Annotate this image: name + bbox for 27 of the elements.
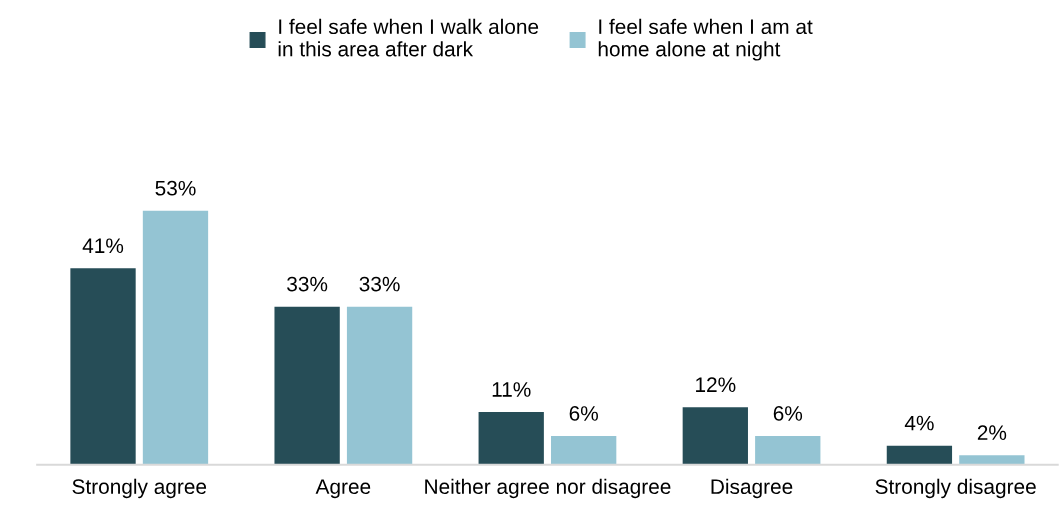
bar [959,455,1025,465]
data-label: 41% [82,238,124,254]
x-tick-label: Strongly disagree [875,478,1036,499]
data-label: 2% [977,425,1007,440]
data-label: 11% [492,382,531,397]
data-label: 33% [287,276,328,292]
x-tick-label: Neither agree nor disagree [425,478,671,499]
bar [551,436,617,465]
data-label: 6% [773,406,803,421]
data-label: 6% [569,406,598,421]
bar [142,210,209,465]
x-tick-label: Strongly agree [72,478,207,499]
bar [755,436,821,465]
data-label: 33% [359,276,400,292]
bar [274,306,340,465]
x-tick-label: Agree [315,479,371,499]
legend-label: I feel safe when I walk alone in this area after dark [278,18,539,57]
data-label: 4% [904,415,934,431]
bar [886,445,953,465]
bar [682,407,748,465]
bar [346,306,413,465]
bar [70,268,136,465]
x-tick-label: Disagree [711,478,793,499]
legend-label: I feel safe when I am at home alone at night [598,18,813,61]
data-label: 53% [155,180,196,196]
data-label: 12% [696,377,736,392]
bar [478,412,544,465]
